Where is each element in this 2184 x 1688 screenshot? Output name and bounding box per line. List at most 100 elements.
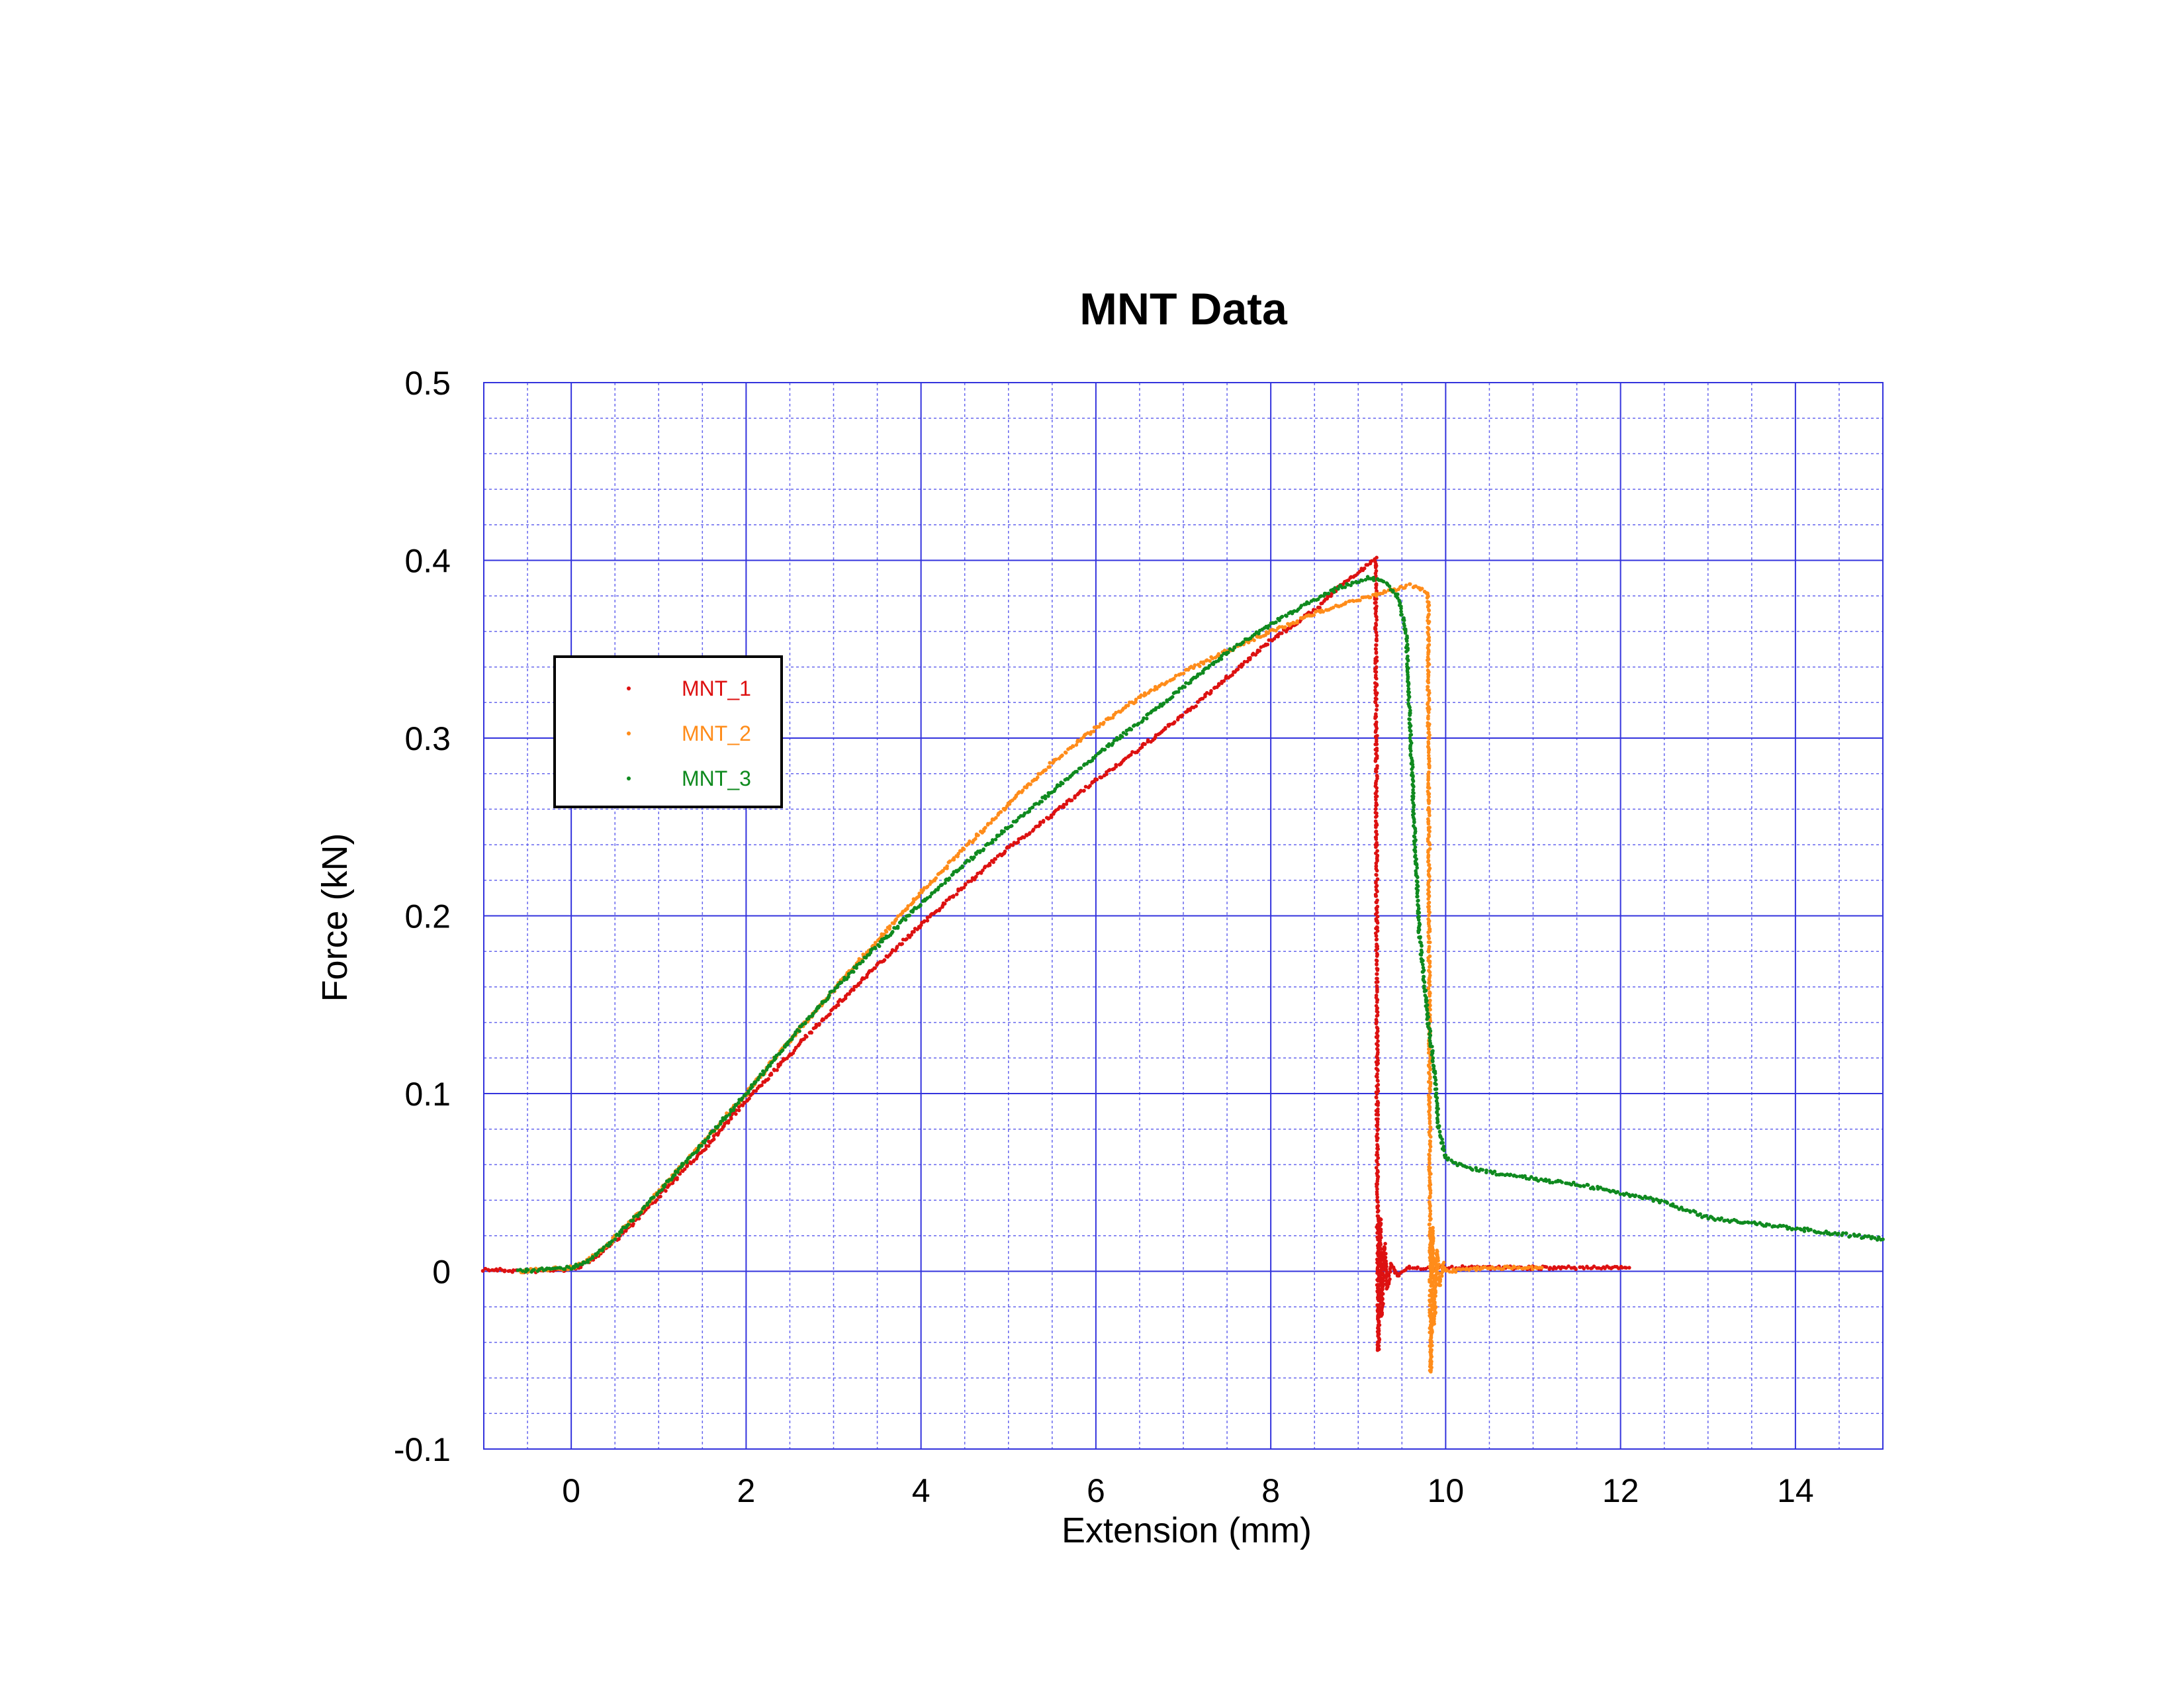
data-point xyxy=(1114,710,1118,715)
data-point xyxy=(1228,647,1232,651)
major-grid xyxy=(484,383,1883,1449)
data-point xyxy=(1374,948,1378,953)
data-point xyxy=(1427,627,1431,632)
data-point xyxy=(1209,688,1213,693)
data-point xyxy=(1374,1021,1379,1026)
data-point xyxy=(1274,620,1278,624)
data-point xyxy=(1375,1117,1379,1121)
data-point xyxy=(727,1113,732,1117)
data-point xyxy=(1374,781,1378,785)
data-point xyxy=(948,859,952,863)
data-point xyxy=(1802,1229,1807,1233)
data-point xyxy=(1015,818,1019,823)
data-point xyxy=(1129,727,1134,731)
data-point xyxy=(1374,804,1378,808)
data-point xyxy=(1772,1224,1777,1229)
data-point xyxy=(1176,690,1181,694)
data-point xyxy=(495,1268,500,1273)
data-point xyxy=(696,1148,700,1152)
data-point xyxy=(1374,885,1378,889)
data-point xyxy=(772,1067,776,1072)
data-point xyxy=(1129,753,1133,757)
data-point xyxy=(1551,1180,1555,1185)
data-point xyxy=(1704,1213,1708,1218)
legend-label: MNT_1 xyxy=(682,677,751,700)
data-point xyxy=(740,1096,745,1100)
data-point xyxy=(1040,800,1044,804)
data-point xyxy=(1659,1198,1664,1203)
data-point xyxy=(1374,630,1379,635)
data-point xyxy=(940,882,944,887)
data-point xyxy=(1375,1014,1379,1018)
data-point xyxy=(1420,970,1425,974)
data-point xyxy=(1380,1295,1384,1300)
data-point xyxy=(1383,590,1388,594)
data-point xyxy=(704,1147,708,1151)
data-point xyxy=(1428,843,1432,847)
data-point xyxy=(1375,618,1379,622)
data-point xyxy=(1375,1160,1379,1164)
data-point xyxy=(1428,1217,1432,1222)
data-point xyxy=(1252,638,1256,643)
data-point xyxy=(1391,590,1395,594)
data-point xyxy=(1410,798,1414,802)
data-point xyxy=(1399,606,1403,610)
data-point xyxy=(1388,1270,1392,1274)
data-point xyxy=(1429,1350,1433,1354)
data-point xyxy=(1376,1068,1380,1072)
data-point xyxy=(1426,615,1430,620)
data-point xyxy=(1795,1226,1799,1231)
data-point xyxy=(1103,747,1107,752)
data-point xyxy=(1181,671,1186,676)
data-point xyxy=(1427,710,1431,714)
data-point xyxy=(1358,598,1362,602)
data-point xyxy=(1567,1264,1570,1268)
data-point xyxy=(1400,612,1404,617)
data-point xyxy=(1408,705,1412,710)
data-point xyxy=(1450,1270,1455,1274)
data-point xyxy=(1375,1124,1379,1129)
data-point xyxy=(1144,716,1149,721)
data-point xyxy=(1374,594,1379,598)
data-point xyxy=(1373,597,1377,601)
data-point xyxy=(1406,659,1410,663)
data-point xyxy=(858,980,862,985)
data-point xyxy=(1375,1174,1379,1178)
legend-entries: MNT_1 MNT_2 MNT_3 xyxy=(627,677,751,790)
data-point xyxy=(1375,1329,1380,1334)
data-point xyxy=(1375,1075,1379,1079)
data-point xyxy=(1416,875,1420,880)
data-point xyxy=(1560,1180,1564,1184)
data-point xyxy=(1618,1192,1623,1196)
data-point xyxy=(1374,798,1378,802)
data-point xyxy=(817,1004,821,1008)
data-point xyxy=(1038,820,1042,824)
data-point xyxy=(1376,1048,1380,1052)
data-point xyxy=(1426,850,1430,855)
data-point xyxy=(1698,1212,1702,1216)
data-point xyxy=(1373,716,1377,720)
data-point xyxy=(783,1045,787,1049)
data-point xyxy=(1003,849,1007,853)
data-point xyxy=(1411,779,1416,783)
data-point xyxy=(1841,1231,1845,1235)
data-point xyxy=(802,1037,806,1041)
data-point xyxy=(1369,559,1374,563)
data-point xyxy=(928,894,933,899)
data-point xyxy=(1437,1283,1441,1288)
data-point xyxy=(1277,618,1281,622)
data-point xyxy=(1598,1186,1603,1190)
data-point xyxy=(1427,904,1432,909)
data-point xyxy=(1058,783,1062,788)
data-point xyxy=(1074,743,1079,747)
data-point xyxy=(727,1119,731,1123)
data-point xyxy=(1416,880,1420,884)
data-point xyxy=(1802,1226,1807,1231)
data-point xyxy=(1375,1187,1379,1191)
data-point xyxy=(1571,1180,1576,1185)
data-point xyxy=(1266,631,1270,635)
data-point xyxy=(1376,1293,1381,1297)
data-point xyxy=(1402,618,1406,622)
data-point xyxy=(1790,1227,1795,1231)
